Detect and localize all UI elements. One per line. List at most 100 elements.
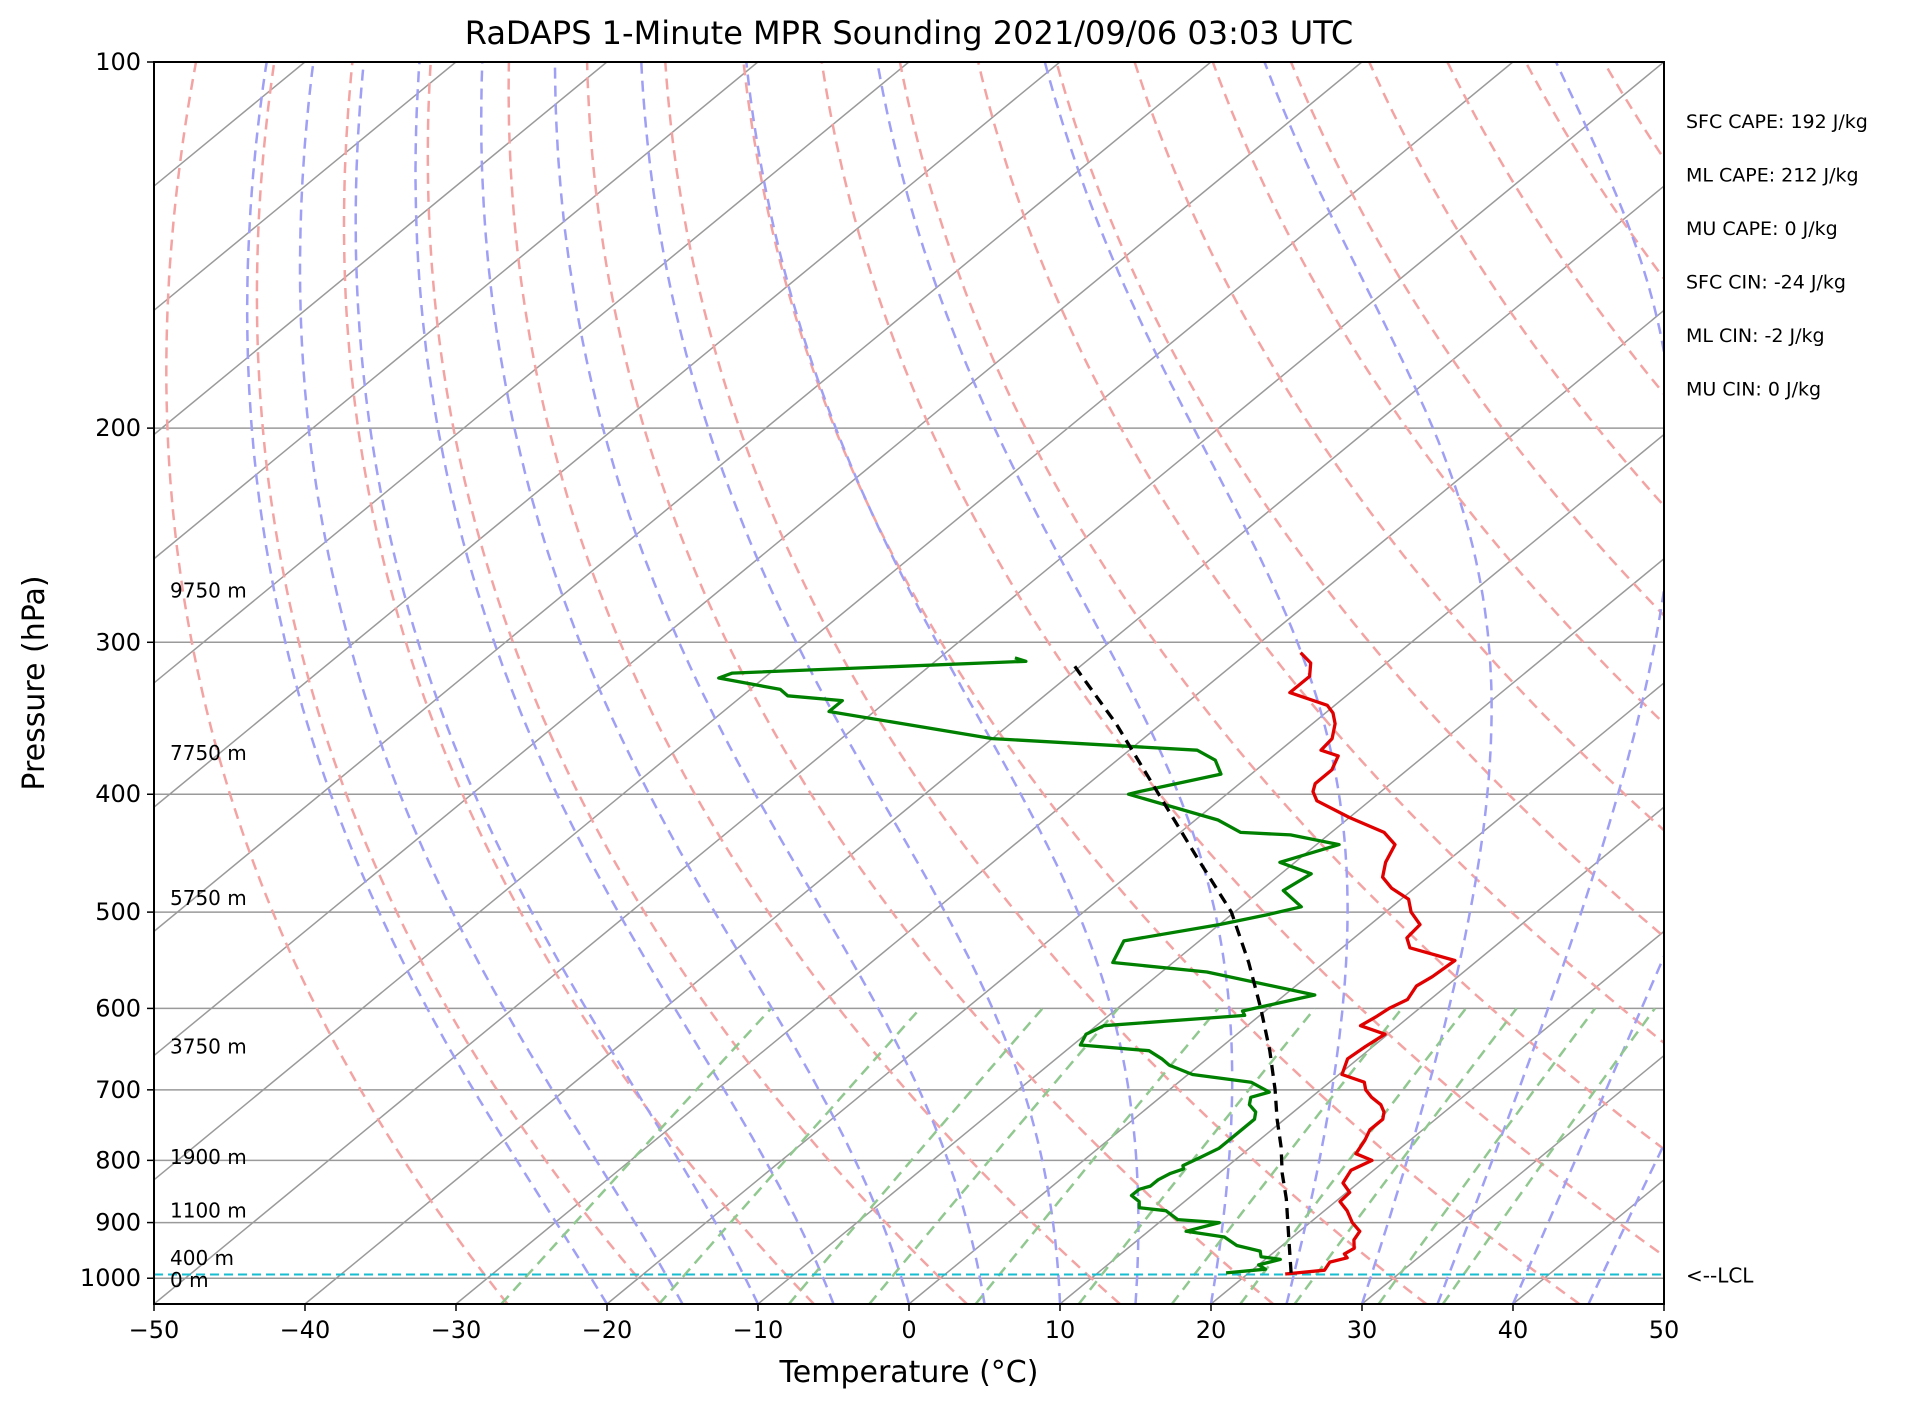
dry-adiabat <box>1682 62 1911 1304</box>
sounding-traces <box>717 651 1457 1276</box>
dry-adiabat <box>898 62 1664 1151</box>
pressure-gridlines <box>154 62 1664 1279</box>
isotherm-line <box>154 62 759 560</box>
moist-adiabat <box>1662 1301 1664 1304</box>
y-axis-ticks: 100 200 300 400 500 600 700 800 900 1000 <box>80 48 154 1292</box>
dry-adiabat <box>1760 62 1911 1304</box>
y-tick-label: 1000 <box>80 1264 141 1292</box>
isotherm-line <box>1512 1178 1664 1304</box>
moist-adiabats <box>245 62 1664 1304</box>
height-label: 7750 m <box>170 741 247 765</box>
x-tick-label: −50 <box>129 1316 180 1344</box>
moist-adiabat <box>479 62 911 1304</box>
moist-adiabat <box>1587 1141 1664 1304</box>
stability-index: SFC CIN: -24 J/kg <box>1686 272 1846 294</box>
isotherm-line <box>1059 806 1664 1304</box>
moist-adiabat <box>876 62 1234 1304</box>
dry-adiabat <box>1055 62 1664 939</box>
mixing-ratio-line <box>658 1007 922 1304</box>
moist-adiabat <box>245 62 609 1304</box>
mixing-ratio-line <box>1170 1007 1403 1304</box>
x-tick-label: 0 <box>901 1316 916 1344</box>
dry-adiabat <box>255 62 662 1304</box>
dry-adiabat <box>820 62 1664 1258</box>
dry-adiabat <box>1524 62 1664 281</box>
stability-indices: SFC CAPE: 192 J/kg ML CAPE: 212 J/kg MU CA… <box>1686 111 1868 401</box>
height-label: 9750 m <box>170 579 247 603</box>
isotherm-line <box>154 62 608 436</box>
x-tick-label: −30 <box>431 1316 482 1344</box>
mixing-ratio-line <box>1293 1007 1518 1304</box>
height-label: 400 m <box>170 1246 234 1270</box>
height-label: 1100 m <box>170 1199 247 1223</box>
background-guide-lines <box>154 62 1911 1304</box>
height-label: 5750 m <box>170 886 247 910</box>
dry-adiabats <box>165 62 1911 1304</box>
dry-adiabat <box>1602 62 1664 161</box>
stability-index: MU CIN: 0 J/kg <box>1686 379 1821 401</box>
mixing-ratio-line <box>787 1007 1044 1304</box>
height-label: 0 m <box>170 1268 209 1292</box>
y-tick-label: 300 <box>95 628 141 656</box>
skewed-isotherms <box>154 62 1664 1304</box>
dry-adiabat <box>1368 62 1664 508</box>
moist-adiabat <box>298 62 684 1304</box>
dry-adiabat <box>1446 62 1664 396</box>
moist-adiabat <box>1263 62 1493 1304</box>
x-tick-label: −40 <box>280 1316 331 1344</box>
isotherm-line <box>154 62 1363 1057</box>
height-labels: 9750 m 7750 m 5750 m 3750 m 1900 m 1100 m 400 … <box>170 579 247 1292</box>
stability-index: ML CAPE: 212 J/kg <box>1686 165 1859 187</box>
x-tick-label: 30 <box>1347 1316 1378 1344</box>
y-tick-label: 800 <box>95 1146 141 1174</box>
dry-adiabat <box>976 62 1664 1045</box>
moist-adiabat <box>745 62 1140 1304</box>
x-tick-label: 10 <box>1045 1316 1076 1344</box>
isotherm-line <box>1361 1054 1664 1304</box>
mixing-ratio-line <box>1441 1007 1656 1304</box>
isotherm-line <box>1663 1303 1664 1304</box>
x-tick-label: −20 <box>582 1316 633 1344</box>
y-tick-label: 900 <box>95 1209 141 1237</box>
height-label: 3750 m <box>170 1035 247 1059</box>
x-axis-ticks: −50 −40 −30 −20 −10 0 10 20 30 40 50 <box>129 1304 1680 1344</box>
dry-adiabat <box>1839 62 1911 1304</box>
x-axis-label: Temperature (°C) <box>779 1355 1039 1390</box>
y-tick-label: 600 <box>95 994 141 1022</box>
mixing-ratio-line <box>1239 1007 1467 1304</box>
dry-adiabat <box>742 62 1581 1304</box>
isotherm-line <box>154 62 1514 1181</box>
mixing-ratio-line <box>974 1007 1220 1304</box>
x-tick-label: −10 <box>733 1316 784 1344</box>
moist-adiabat <box>640 62 1062 1304</box>
isotherm-line <box>154 62 1212 933</box>
mixing-ratio-line <box>1077 1007 1316 1304</box>
moist-adiabat <box>1043 62 1349 1304</box>
isotherm-line <box>154 62 1664 1304</box>
dry-adiabat <box>1133 62 1664 832</box>
isotherm-line <box>606 433 1664 1304</box>
stability-index: SFC CAPE: 192 J/kg <box>1686 111 1868 133</box>
temperature-trace <box>1285 651 1457 1276</box>
x-tick-label: 50 <box>1649 1316 1680 1344</box>
isotherm-line <box>154 62 910 684</box>
y-tick-label: 200 <box>95 414 141 442</box>
dry-adiabat <box>426 62 968 1304</box>
mixing-ratio-line <box>868 1007 1120 1304</box>
isotherm-line <box>1210 930 1664 1304</box>
moist-adiabat <box>354 62 760 1304</box>
y-tick-label: 100 <box>95 48 141 76</box>
moist-adiabat <box>553 62 986 1304</box>
height-label: 1900 m <box>170 1145 247 1169</box>
y-tick-label: 500 <box>95 898 141 926</box>
dry-adiabat <box>1211 62 1664 726</box>
isotherm-line <box>455 309 1664 1304</box>
x-tick-label: 40 <box>1498 1316 1529 1344</box>
lcl-label: <--LCL <box>1686 1264 1754 1288</box>
dry-adiabat <box>507 62 1121 1304</box>
y-tick-label: 400 <box>95 780 141 808</box>
chart-title: RaDAPS 1-Minute MPR Sounding 2021/09/06 … <box>465 14 1353 52</box>
mixing-ratio-lines <box>500 1007 1656 1304</box>
stability-index: MU CAPE: 0 J/kg <box>1686 218 1838 240</box>
